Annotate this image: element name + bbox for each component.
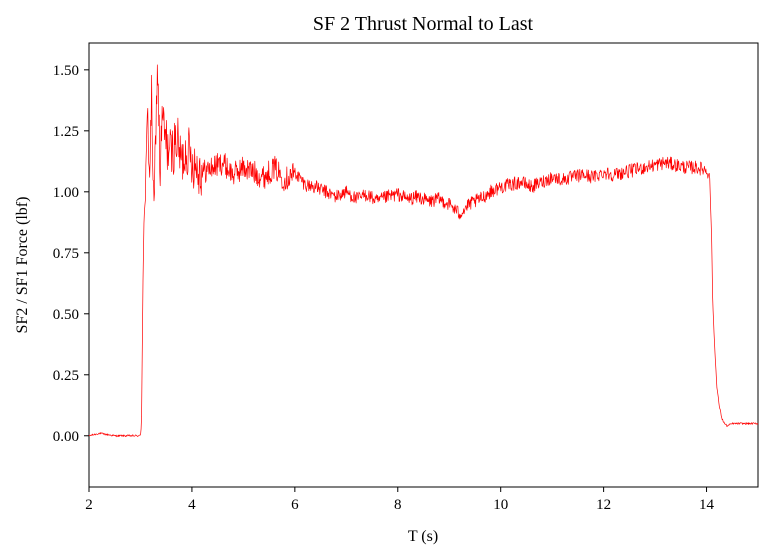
- y-axis-label: SF2 / SF1 Force (lbf): [14, 197, 31, 334]
- series-group: [88, 64, 759, 438]
- x-tick-label: 8: [394, 497, 402, 513]
- y-tick-label: 0.50: [53, 307, 79, 323]
- y-tick-label: 0.75: [53, 246, 79, 262]
- chart-title: SF 2 Thrust Normal to Last: [313, 13, 534, 35]
- x-tick-label: 4: [188, 497, 196, 513]
- x-tick-label: 14: [699, 497, 715, 513]
- y-tick-label: 1.50: [53, 63, 79, 79]
- x-tick-label: 12: [596, 497, 611, 513]
- x-tick-label: 10: [493, 497, 508, 513]
- plot-area-frame: [88, 42, 759, 488]
- y-axis-ticks: 0.00 0.25 0.50 0.75 1.00 1.25 1.50: [53, 63, 89, 445]
- x-tick-label: 6: [291, 497, 299, 513]
- y-tick-label: 1.00: [53, 185, 79, 201]
- y-tick-label: 0.25: [53, 368, 79, 384]
- y-tick-label: 1.25: [53, 124, 79, 140]
- x-tick-label: 2: [85, 497, 93, 513]
- series-line: [88, 64, 759, 438]
- x-axis-ticks: 2 4 6 8 10 12 14: [85, 487, 715, 513]
- y-tick-label: 0.00: [53, 429, 79, 445]
- x-axis-label: T (s): [408, 528, 438, 545]
